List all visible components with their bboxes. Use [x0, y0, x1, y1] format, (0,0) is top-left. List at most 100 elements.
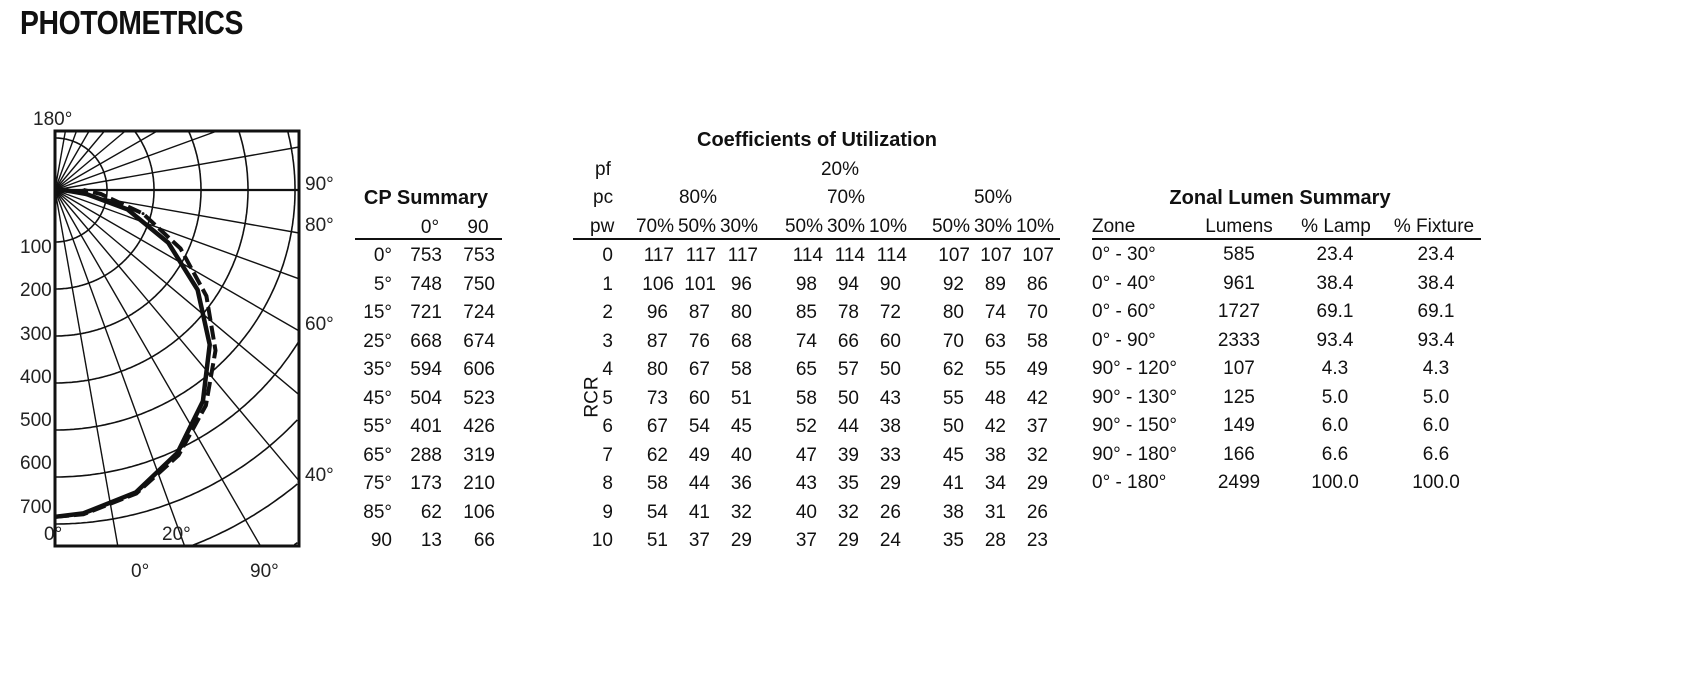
cu-cell: 38: [879, 416, 901, 437]
cu-cell: 40: [795, 501, 817, 523]
cp-value-90: 674: [463, 330, 495, 352]
cp-value-90: 426: [463, 416, 495, 437]
cu-cell: 87: [646, 330, 668, 352]
pw-value: 50%: [931, 216, 971, 237]
cp-angle: 25°: [363, 330, 392, 352]
cp-header-90: 90: [467, 217, 489, 238]
cu-cell: 96: [730, 273, 752, 295]
cp-value-0: 504: [410, 387, 442, 409]
cp-value-0: 13: [420, 530, 442, 551]
zonal-zone: 0° - 40°: [1092, 272, 1156, 294]
pw-value: 10%: [868, 216, 908, 237]
pw-label: pw: [590, 216, 615, 237]
zonal-lumens: 1727: [1217, 301, 1261, 322]
cu-cell: 38: [984, 444, 1006, 466]
rcr-value: 8: [602, 473, 613, 494]
zonal-lumens: 149: [1223, 415, 1255, 436]
cu-cell: 32: [837, 501, 859, 523]
zonal-header-fixture: % Fixture: [1393, 216, 1475, 237]
zonal-lamp: 6.0: [1321, 415, 1349, 436]
grid-radial-line: [54, 189, 262, 547]
pw-value: 30%: [973, 216, 1013, 237]
cp-angle: 45°: [363, 387, 392, 409]
polar-top-label: 180°: [33, 109, 73, 130]
cu-cell: 55: [942, 387, 964, 409]
data-point: [166, 241, 170, 245]
cp-angle: 75°: [363, 473, 392, 494]
cu-cell: 41: [942, 473, 964, 494]
polar-angle-label: 40°: [305, 465, 334, 486]
polar-angle-label: 90°: [305, 174, 334, 195]
zonal-title: Zonal Lumen Summary: [1169, 187, 1391, 209]
cu-cell: 49: [688, 444, 710, 466]
zonal-lumens: 125: [1223, 386, 1255, 408]
data-point: [178, 247, 182, 251]
cu-cell: 72: [879, 302, 901, 323]
pc-value: 50%: [973, 187, 1013, 208]
polar-bottom-label: 0°: [44, 524, 63, 545]
cu-cell: 98: [795, 273, 817, 295]
cu-cell: 114: [834, 245, 865, 266]
data-point: [99, 192, 103, 196]
data-point: [82, 188, 86, 192]
cu-cell: 35: [942, 530, 964, 551]
cu-cell: 62: [646, 444, 668, 466]
cu-cell: 80: [730, 302, 752, 323]
cu-cell: 33: [879, 444, 901, 466]
zonal-lamp: 23.4: [1316, 244, 1354, 265]
rcr-value: 5: [602, 387, 613, 409]
cu-cell: 92: [942, 273, 964, 295]
cu-cell: 34: [984, 473, 1006, 494]
zonal-lumens: 585: [1223, 244, 1255, 265]
cu-cell: 58: [730, 359, 752, 380]
cu-cell: 42: [1026, 387, 1048, 409]
zonal-zone: 90° - 130°: [1092, 386, 1177, 408]
grid-radial-line: [54, 146, 300, 191]
zonal-header-lamp: % Lamp: [1301, 216, 1371, 237]
cp-value-90: 106: [463, 501, 495, 523]
cu-cell: 107: [980, 245, 1012, 266]
grid-radial-line: [54, 130, 90, 191]
grid-radial-line: [54, 189, 300, 482]
zonal-lamp: 93.4: [1316, 329, 1354, 351]
cp-angle: 65°: [363, 444, 392, 466]
grid-radial-line: [54, 130, 106, 191]
cp-value-0: 173: [410, 473, 442, 494]
zonal-fixture: 93.4: [1417, 329, 1455, 351]
data-point: [214, 349, 218, 353]
cu-cell: 62: [942, 359, 964, 380]
cu-cell: 43: [879, 387, 901, 409]
polar-radial-label: 200: [20, 280, 52, 301]
rcr-value: 6: [602, 416, 613, 437]
polar-radial-label: 500: [20, 410, 52, 431]
cu-cell: 38: [942, 501, 964, 523]
cp-value-90: 210: [463, 473, 495, 494]
rcr-value: 10: [591, 530, 613, 551]
cu-cell: 44: [837, 416, 859, 437]
polar-plane-label: 90°: [250, 561, 279, 582]
rcr-value: 4: [602, 359, 613, 380]
zonal-zone: 90° - 180°: [1092, 443, 1177, 465]
zonal-zone: 0° - 90°: [1092, 329, 1156, 351]
zonal-fixture: 5.0: [1422, 386, 1450, 408]
data-point: [196, 288, 200, 292]
pw-value: 50%: [784, 216, 824, 237]
cu-cell: 67: [688, 359, 710, 380]
cu-cell: 29: [1026, 473, 1048, 494]
cu-cell: 39: [837, 444, 859, 466]
cp-value-0: 721: [410, 302, 442, 323]
cu-cell: 117: [685, 245, 716, 266]
polar-radial-label: 300: [20, 324, 52, 345]
cu-cell: 24: [879, 530, 901, 551]
photometrics-content: 180° 90° 80° 60° 40° 100 200 300 400 500 600 700 0° 2…: [20, 109, 1481, 582]
cu-title: Coefficients of Utilization: [697, 129, 937, 151]
cu-cell: 107: [938, 245, 970, 266]
page-title: PHOTOMETRICS: [20, 4, 243, 41]
grid-circle: [55, 131, 249, 384]
grid-circle: [55, 341, 300, 478]
cu-cell: 32: [730, 501, 752, 523]
pf-label: pf: [595, 159, 611, 180]
data-point: [81, 512, 85, 516]
cu-cell: 74: [795, 330, 817, 352]
cu-cell: 52: [795, 416, 817, 437]
